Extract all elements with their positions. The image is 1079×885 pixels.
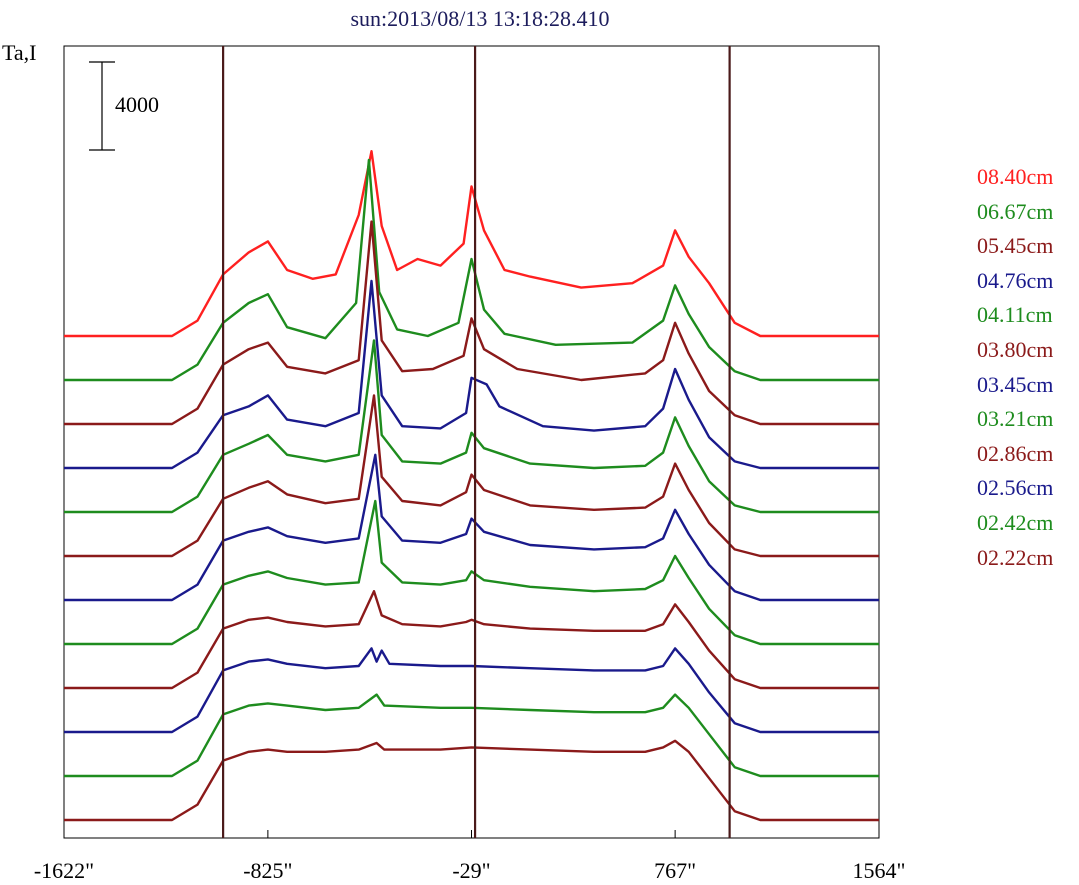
y-axis-label: Ta,I <box>2 40 37 65</box>
legend-entry: 03.21cm <box>977 406 1054 432</box>
trace-03.45cm <box>64 453 879 602</box>
legend-entry: 03.80cm <box>977 336 1054 362</box>
trace-03.21cm <box>64 499 879 646</box>
trace-08.40cm <box>64 150 879 338</box>
trace-05.45cm <box>64 220 879 426</box>
legend-entry: 06.67cm <box>977 198 1054 224</box>
legend-entry: 02.42cm <box>977 509 1054 535</box>
x-tick-label: -29" <box>452 858 490 883</box>
trace-02.42cm <box>64 693 879 778</box>
x-tick-label: 1564" <box>853 858 906 883</box>
legend-entry: 02.56cm <box>977 475 1054 501</box>
legend-entry: 02.22cm <box>977 544 1054 570</box>
plot-frame <box>63 45 880 839</box>
x-tick-label: -1622" <box>34 858 94 883</box>
legend-entry: 02.86cm <box>977 440 1054 466</box>
legend-entry: 04.11cm <box>977 302 1053 328</box>
x-tick-label: -825" <box>243 858 292 883</box>
trace-04.76cm <box>64 279 879 470</box>
trace-04.11cm <box>64 339 879 514</box>
trace-06.67cm <box>64 158 879 382</box>
chart-title: sun:2013/08/13 13:18:28.410 <box>350 6 610 31</box>
scale-bar-label: 4000 <box>115 92 159 117</box>
trace-03.80cm <box>64 394 879 558</box>
legend-entry: 05.45cm <box>977 233 1054 259</box>
trace-02.56cm <box>64 647 879 734</box>
legend-entry: 03.45cm <box>977 371 1054 397</box>
legend: 08.40cm 06.67cm 05.45cm 04.76cm 04.11cm 03.80… <box>977 160 1053 575</box>
x-tick-label: 767" <box>654 858 696 883</box>
legend-entry: 04.76cm <box>977 267 1054 293</box>
trace-02.86cm <box>64 590 879 690</box>
legend-entry: 08.40cm <box>977 164 1054 189</box>
trace-02.22cm <box>64 739 879 822</box>
